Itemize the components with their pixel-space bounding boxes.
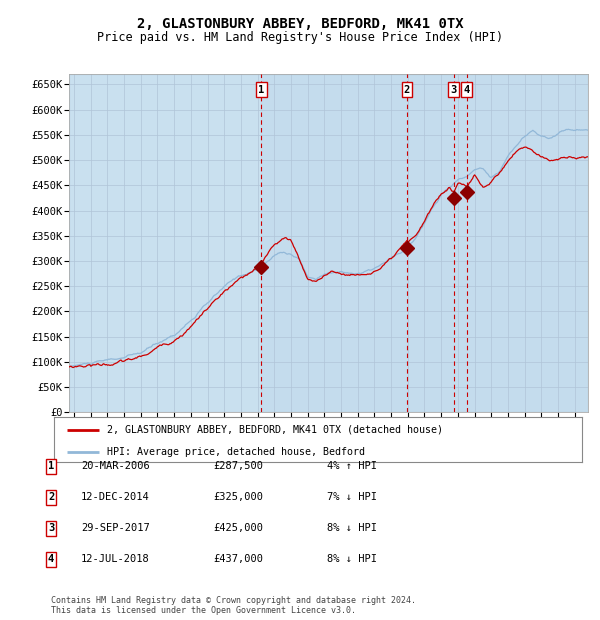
Text: 29-SEP-2017: 29-SEP-2017 bbox=[81, 523, 150, 533]
Text: 8% ↓ HPI: 8% ↓ HPI bbox=[327, 554, 377, 564]
Text: 4% ↑ HPI: 4% ↑ HPI bbox=[327, 461, 377, 471]
Bar bbox=[69, 74, 588, 412]
Text: £325,000: £325,000 bbox=[213, 492, 263, 502]
Text: £425,000: £425,000 bbox=[213, 523, 263, 533]
Text: 12-DEC-2014: 12-DEC-2014 bbox=[81, 492, 150, 502]
Text: 12-JUL-2018: 12-JUL-2018 bbox=[81, 554, 150, 564]
Text: £437,000: £437,000 bbox=[213, 554, 263, 564]
Text: 2: 2 bbox=[48, 492, 54, 502]
Text: 8% ↓ HPI: 8% ↓ HPI bbox=[327, 523, 377, 533]
Text: 2, GLASTONBURY ABBEY, BEDFORD, MK41 0TX: 2, GLASTONBURY ABBEY, BEDFORD, MK41 0TX bbox=[137, 17, 463, 30]
Bar bbox=[261, 74, 588, 412]
Text: 3: 3 bbox=[48, 523, 54, 533]
Text: £287,500: £287,500 bbox=[213, 461, 263, 471]
Text: HPI: Average price, detached house, Bedford: HPI: Average price, detached house, Bedf… bbox=[107, 447, 365, 457]
Text: 7% ↓ HPI: 7% ↓ HPI bbox=[327, 492, 377, 502]
Text: 2, GLASTONBURY ABBEY, BEDFORD, MK41 0TX (detached house): 2, GLASTONBURY ABBEY, BEDFORD, MK41 0TX … bbox=[107, 425, 443, 435]
Text: 1: 1 bbox=[258, 84, 265, 95]
Text: 4: 4 bbox=[48, 554, 54, 564]
Text: 20-MAR-2006: 20-MAR-2006 bbox=[81, 461, 150, 471]
Text: 4: 4 bbox=[464, 84, 470, 95]
Text: Contains HM Land Registry data © Crown copyright and database right 2024.
This d: Contains HM Land Registry data © Crown c… bbox=[51, 596, 416, 615]
Text: 2: 2 bbox=[404, 84, 410, 95]
Text: Price paid vs. HM Land Registry's House Price Index (HPI): Price paid vs. HM Land Registry's House … bbox=[97, 31, 503, 43]
Text: 3: 3 bbox=[451, 84, 457, 95]
Text: 1: 1 bbox=[48, 461, 54, 471]
